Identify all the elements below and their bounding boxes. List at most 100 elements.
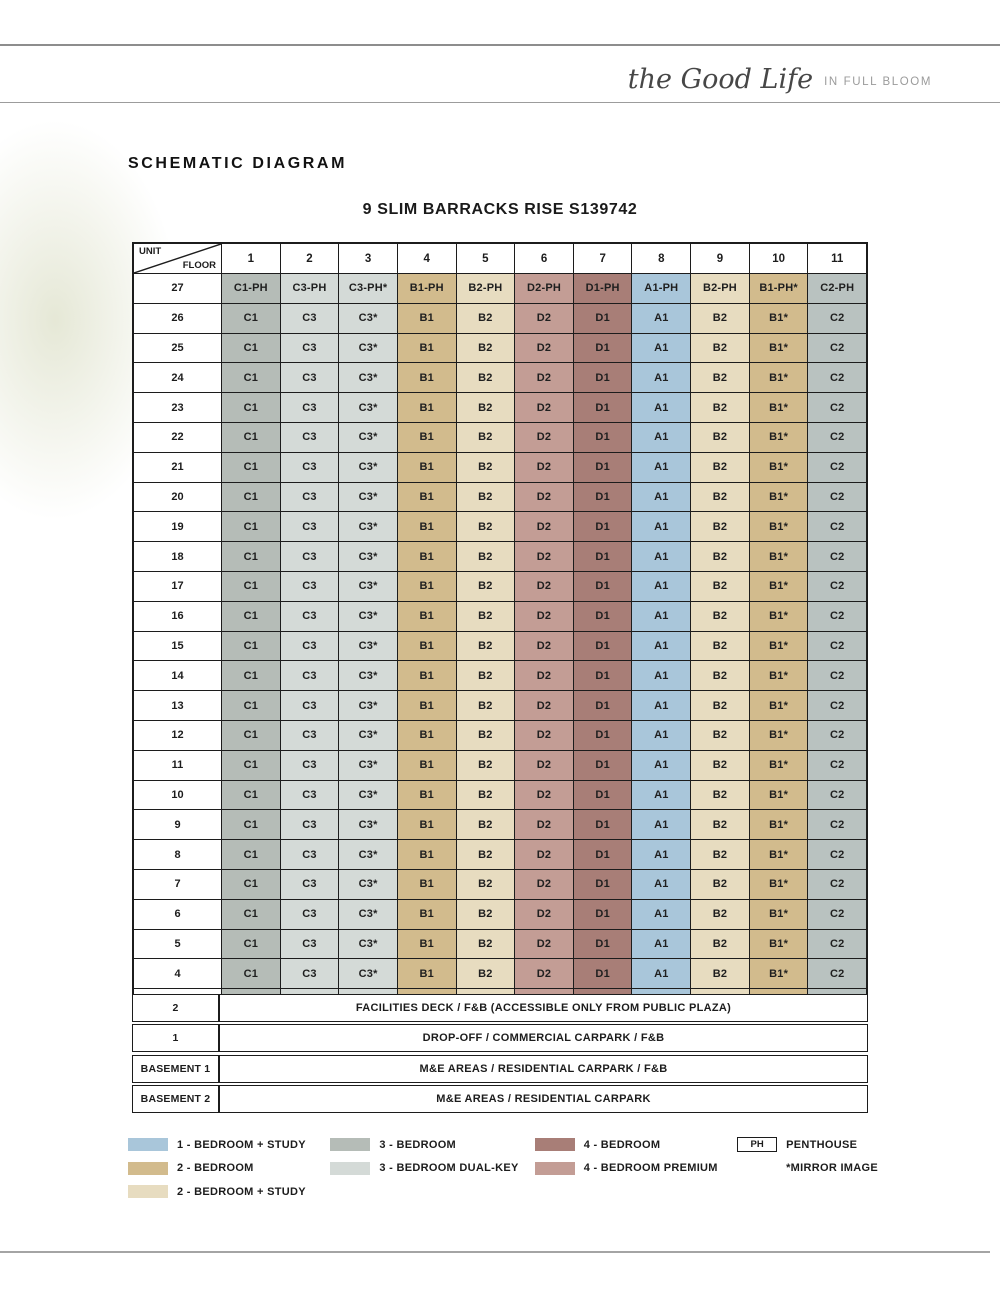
span-row: 1 DROP-OFF / COMMERCIAL CARPARK / F&B — [132, 1024, 868, 1052]
unit-cell: B2 — [690, 393, 749, 422]
unit-cell: C3 — [279, 303, 339, 333]
unit-cell: C3 — [279, 631, 339, 661]
legend-item: 2 - BEDROOM + STUDY — [128, 1180, 330, 1204]
floor-cell: 4 — [134, 959, 221, 989]
unit-cell: D2 — [514, 661, 573, 691]
column-header-cell: 10 — [748, 244, 808, 273]
corner-cell: UNIT FLOOR — [134, 244, 221, 273]
unit-cell: D2 — [514, 840, 573, 869]
floor-cell: 12 — [134, 720, 221, 750]
unit-cell: C2 — [807, 542, 867, 571]
unit-cell: B1* — [748, 959, 808, 989]
legend-item: PH PENTHOUSE — [737, 1133, 878, 1157]
unit-cell: A1 — [631, 691, 691, 720]
legend-swatch — [534, 1161, 575, 1175]
unit-cell: A1-PH — [631, 274, 691, 303]
floor-row: 25 C1 C3 C3* B1 B2 D2 D1 A1 B2 B1* C2 — [134, 332, 867, 363]
unit-cell: D1 — [572, 631, 632, 661]
floor-row: 11 C1 C3 C3* B1 B2 D2 D1 A1 B2 B1* C2 — [134, 749, 867, 780]
unit-cell: B2 — [455, 661, 515, 691]
span-row: 2 FACILITIES DECK / F&B (ACCESSIBLE ONLY … — [132, 993, 868, 1022]
unit-cell: B2 — [690, 452, 749, 482]
unit-cell: B2 — [690, 899, 749, 929]
legend-item: 1 - BEDROOM + STUDY — [128, 1133, 330, 1157]
legend-swatch — [534, 1138, 575, 1152]
unit-cell: B2 — [690, 512, 749, 542]
unit-cell: B1* — [748, 333, 808, 363]
floor-cell: 25 — [134, 333, 221, 363]
unit-cell: C1-PH — [221, 274, 280, 303]
unit-cell: D2 — [514, 512, 573, 542]
unit-cell: B2 — [690, 631, 749, 661]
unit-cell: D2 — [514, 422, 573, 452]
legend-item: 4 - BEDROOM — [534, 1133, 737, 1157]
unit-cell: C1 — [221, 542, 280, 571]
unit-cell: A1 — [631, 601, 691, 631]
unit-cell: B2 — [455, 780, 515, 810]
unit-cell: D1 — [572, 691, 632, 720]
unit-cell: C3 — [279, 482, 339, 512]
unit-cell: C3 — [279, 720, 339, 750]
unit-cell: A1 — [631, 631, 691, 661]
unit-cell: C3* — [338, 810, 397, 840]
floor-cell: 18 — [134, 542, 221, 571]
unit-cell: D2 — [514, 929, 573, 959]
floor-row: 26 C1 C3 C3* B1 B2 D2 D1 A1 B2 B1* C2 — [134, 302, 867, 333]
span-label-cell: M&E AREAS / RESIDENTIAL CARPARK — [219, 1086, 867, 1112]
unit-cell: C2 — [807, 601, 867, 631]
unit-cell: C3 — [279, 512, 339, 542]
floor-cell: 26 — [134, 303, 221, 333]
unit-cell: B1* — [748, 899, 808, 929]
unit-cell: D1 — [572, 959, 632, 989]
legend-item: 3 - BEDROOM — [330, 1133, 534, 1157]
footer-divider — [0, 1251, 990, 1253]
unit-cell: C3* — [338, 750, 397, 780]
unit-cell: B2 — [690, 363, 749, 393]
unit-cell: C2 — [807, 393, 867, 422]
unit-cell: C3* — [338, 840, 397, 869]
floor-cell: 20 — [134, 482, 221, 512]
unit-cell: B2 — [690, 840, 749, 869]
floor-row: 6 C1 C3 C3* B1 B2 D2 D1 A1 B2 B1* C2 — [134, 898, 867, 929]
span-floor-cell: 1 — [133, 1025, 219, 1051]
unit-cell: B2 — [690, 810, 749, 840]
legend-column: 4 - BEDROOM 4 - BEDROOM PREMIUM — [534, 1133, 737, 1180]
unit-cell: C3 — [279, 959, 339, 989]
unit-cell: A1 — [631, 869, 691, 899]
unit-cell: B2 — [690, 601, 749, 631]
unit-cell: B2 — [690, 422, 749, 452]
unit-cell: B2 — [455, 810, 515, 840]
span-floor-cell: BASEMENT 2 — [133, 1086, 219, 1112]
legend-column: 1 - BEDROOM + STUDY 2 - BEDROOM 2 - BEDROO… — [128, 1133, 330, 1204]
unit-cell: B1* — [748, 571, 808, 601]
unit-cell: B1* — [748, 422, 808, 452]
unit-cell: D2 — [514, 333, 573, 363]
unit-cell: B2 — [455, 601, 515, 631]
unit-cell: A1 — [631, 422, 691, 452]
unit-cell: C2 — [807, 482, 867, 512]
legend-label: 4 - BEDROOM — [583, 1138, 661, 1151]
unit-cell: C3* — [338, 333, 397, 363]
unit-cell: D2 — [514, 959, 573, 989]
unit-cell: D1 — [572, 512, 632, 542]
unit-cell: C3* — [338, 601, 397, 631]
unit-cell: C3* — [338, 422, 397, 452]
unit-cell: C3 — [279, 452, 339, 482]
floor-row: 13 C1 C3 C3* B1 B2 D2 D1 A1 B2 B1* C2 — [134, 690, 867, 720]
floor-row: 14 C1 C3 C3* B1 B2 D2 D1 A1 B2 B1* C2 — [134, 660, 867, 691]
table-title: 9 SLIM BARRACKS RISE S139742 — [362, 201, 638, 218]
unit-cell: C2 — [807, 512, 867, 542]
legend-label: PENTHOUSE — [786, 1138, 858, 1151]
legend-label: 2 - BEDROOM — [177, 1162, 254, 1175]
unit-cell: B1* — [748, 661, 808, 691]
unit-cell: D1 — [572, 869, 632, 899]
unit-cell: B1-PH — [396, 274, 456, 303]
floor-row: 16 C1 C3 C3* B1 B2 D2 D1 A1 B2 B1* C2 — [134, 600, 867, 631]
floor-cell: 14 — [134, 661, 221, 691]
unit-cell: D2 — [514, 780, 573, 810]
unit-cell: A1 — [631, 571, 691, 601]
unit-cell: C3* — [338, 482, 397, 512]
unit-cell: B2 — [690, 750, 749, 780]
column-header-cell: 1 — [221, 244, 280, 273]
